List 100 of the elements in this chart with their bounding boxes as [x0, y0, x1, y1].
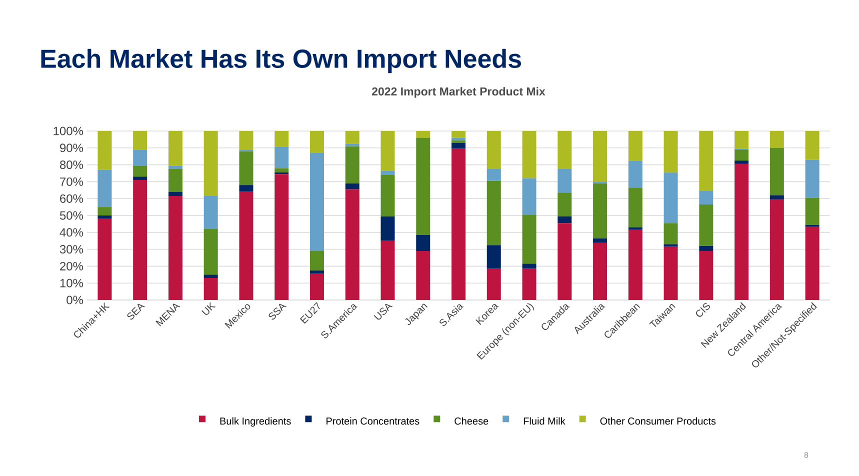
bar	[345, 183, 360, 190]
bar	[486, 245, 501, 269]
x-tick-label: SEA	[127, 304, 146, 320]
bar	[310, 250, 324, 270]
bar	[593, 130, 608, 182]
bar	[416, 250, 430, 300]
y-tick-label: 90%	[60, 144, 84, 152]
bar	[239, 192, 254, 300]
bar	[345, 189, 360, 300]
bar	[416, 234, 430, 251]
bar	[734, 150, 749, 161]
bar	[628, 130, 642, 161]
bar	[522, 264, 536, 269]
bar	[452, 148, 466, 300]
bar	[522, 178, 536, 215]
bar	[664, 244, 678, 247]
bar	[558, 223, 572, 300]
y-tick-label: 30%	[60, 245, 84, 254]
bar	[168, 130, 182, 166]
bar	[239, 130, 254, 150]
bar	[522, 130, 536, 178]
y-tick-label: 20%	[60, 262, 84, 270]
y-tick-label: 40%	[60, 228, 84, 237]
bar	[204, 196, 218, 230]
bar	[274, 174, 289, 300]
bar	[699, 250, 714, 300]
bar	[98, 170, 112, 208]
bar	[168, 192, 182, 196]
bar	[486, 130, 501, 170]
x-tick-label: CIS	[696, 302, 710, 317]
bar	[558, 192, 572, 216]
x-tick-label: UK	[202, 302, 216, 315]
x-tick-label: SSA	[268, 304, 287, 320]
bar	[133, 166, 148, 177]
bar	[664, 130, 678, 172]
bar	[345, 130, 360, 144]
bar	[734, 164, 749, 300]
bar	[204, 229, 218, 275]
bar	[770, 130, 784, 148]
bar	[699, 130, 714, 191]
y-tick-label: 100%	[54, 126, 84, 136]
bar	[98, 215, 112, 219]
text: Each Market Has Its Own Import Needs	[41, 48, 522, 74]
y-tick-label: 10%	[60, 278, 84, 288]
legend-label: Fluid Milk	[524, 417, 566, 425]
bar	[416, 138, 430, 235]
bar	[380, 216, 395, 241]
bar	[486, 169, 501, 181]
bar	[204, 278, 218, 300]
bar	[805, 160, 820, 198]
bar	[628, 230, 642, 300]
bar	[734, 160, 749, 164]
bar	[734, 130, 749, 149]
y-tick-label: 50%	[60, 211, 84, 220]
bar	[310, 130, 324, 153]
bar	[239, 185, 254, 192]
bar	[274, 147, 289, 168]
bar	[310, 274, 324, 300]
bar	[168, 166, 182, 170]
bar	[522, 214, 536, 264]
bar	[699, 204, 714, 246]
bar	[770, 199, 784, 300]
bar	[699, 246, 714, 251]
bar	[452, 142, 466, 149]
bar	[628, 227, 642, 230]
bar	[805, 226, 820, 300]
bar	[558, 169, 572, 193]
bar	[416, 130, 430, 138]
chart-title: 2022 Import Market Product Mix	[372, 87, 546, 98]
bar	[699, 190, 714, 205]
text: 8	[804, 452, 808, 458]
bar	[486, 268, 501, 300]
bar	[204, 130, 218, 196]
bar	[274, 130, 289, 148]
bar	[380, 130, 395, 171]
y-tick-label: 80%	[60, 160, 84, 170]
bar	[522, 268, 536, 300]
bar	[452, 138, 466, 140]
bar	[380, 240, 395, 300]
bar	[168, 169, 182, 192]
bar	[380, 170, 395, 175]
bar	[133, 150, 148, 166]
bar	[452, 140, 466, 143]
bar	[98, 218, 112, 300]
bar	[274, 168, 289, 172]
x-tick-label: USA	[374, 304, 393, 320]
bar	[310, 152, 324, 251]
bar	[664, 223, 678, 244]
bar	[805, 130, 820, 160]
y-tick-label: 60%	[60, 194, 84, 203]
bar	[452, 130, 466, 138]
bar	[345, 146, 360, 184]
bar	[593, 183, 608, 238]
y-tick-label: 0%	[66, 296, 84, 304]
bar	[133, 176, 148, 180]
bar	[770, 195, 784, 200]
bar	[628, 188, 642, 228]
bar	[98, 207, 112, 216]
bar	[98, 130, 112, 170]
legend-label: Bulk Ingredients	[220, 417, 291, 427]
